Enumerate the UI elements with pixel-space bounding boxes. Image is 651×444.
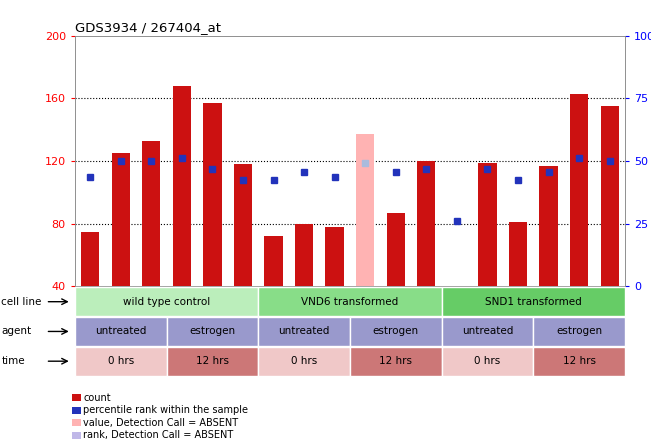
Text: time: time <box>1 356 25 366</box>
Text: untreated: untreated <box>279 326 330 337</box>
Bar <box>264 236 283 286</box>
Text: 0 hrs: 0 hrs <box>475 356 501 366</box>
Text: 0 hrs: 0 hrs <box>291 356 317 366</box>
Bar <box>509 222 527 286</box>
Text: GDS3934 / 267404_at: GDS3934 / 267404_at <box>75 21 221 34</box>
Bar <box>81 231 100 286</box>
Bar <box>600 106 619 286</box>
Text: count: count <box>83 393 111 403</box>
Bar <box>173 86 191 286</box>
Text: cell line: cell line <box>1 297 42 307</box>
Text: 12 hrs: 12 hrs <box>562 356 596 366</box>
Bar <box>295 224 313 286</box>
Text: value, Detection Call = ABSENT: value, Detection Call = ABSENT <box>83 418 238 428</box>
Text: wild type control: wild type control <box>123 297 210 307</box>
Bar <box>417 161 436 286</box>
Text: estrogen: estrogen <box>189 326 236 337</box>
Bar <box>356 134 374 286</box>
Text: untreated: untreated <box>462 326 513 337</box>
Bar <box>570 94 589 286</box>
Text: untreated: untreated <box>95 326 146 337</box>
Bar <box>142 141 160 286</box>
Bar <box>478 163 497 286</box>
Text: rank, Detection Call = ABSENT: rank, Detection Call = ABSENT <box>83 430 234 440</box>
Text: 12 hrs: 12 hrs <box>196 356 229 366</box>
Text: estrogen: estrogen <box>372 326 419 337</box>
Text: estrogen: estrogen <box>556 326 602 337</box>
Bar <box>111 153 130 286</box>
Text: VND6 transformed: VND6 transformed <box>301 297 398 307</box>
Text: percentile rank within the sample: percentile rank within the sample <box>83 405 248 415</box>
Text: agent: agent <box>1 326 31 337</box>
Text: 12 hrs: 12 hrs <box>380 356 412 366</box>
Bar <box>387 213 405 286</box>
Text: 0 hrs: 0 hrs <box>107 356 134 366</box>
Bar <box>203 103 221 286</box>
Bar <box>540 166 558 286</box>
Bar <box>326 227 344 286</box>
Bar <box>234 164 252 286</box>
Text: SND1 transformed: SND1 transformed <box>485 297 581 307</box>
